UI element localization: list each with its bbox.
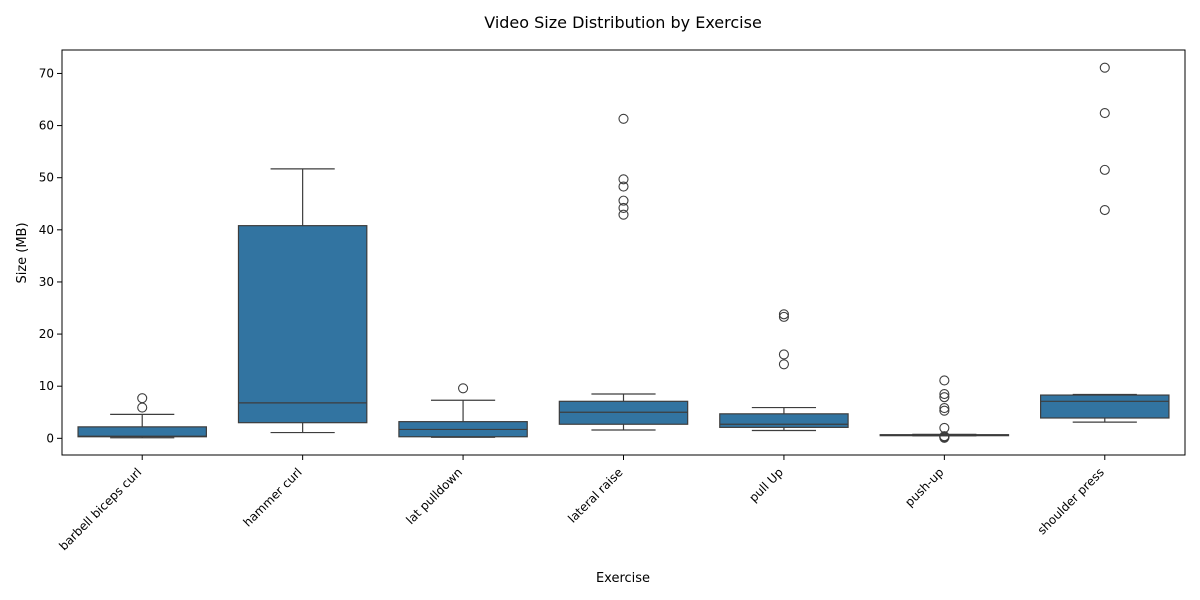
outlier-point [618, 113, 629, 124]
outlier-point [618, 181, 629, 192]
outlier-point [618, 195, 629, 206]
y-tick-label: 40 [39, 223, 54, 237]
outlier-point [939, 403, 950, 414]
outlier-point [137, 402, 148, 413]
x-tick-label: hammer curl [240, 465, 304, 529]
outlier-point [1099, 164, 1110, 175]
outlier-point [458, 383, 469, 394]
outlier-point [137, 393, 148, 404]
outlier-point [778, 309, 789, 320]
iqr-box [1040, 394, 1170, 419]
y-tick-label: 10 [39, 379, 54, 393]
y-axis-label: Size (MB) [15, 222, 30, 283]
outlier-point [618, 174, 629, 185]
outlier-point [939, 388, 950, 400]
outlier-point [1099, 204, 1110, 216]
y-tick-label: 0 [46, 431, 54, 445]
outlier-point [778, 311, 789, 322]
outlier-point [939, 422, 950, 433]
y-tick-label: 20 [39, 327, 54, 341]
outlier-point [1099, 108, 1110, 119]
outlier-point [1099, 62, 1110, 73]
x-tick-label: push-up [902, 465, 946, 509]
x-tick-label: shoulder press [1035, 465, 1107, 537]
x-axis-label: Exercise [596, 571, 650, 586]
x-tick-label: lat pulldown [403, 465, 465, 527]
outlier-point [939, 375, 950, 386]
y-tick-label: 50 [39, 171, 54, 185]
iqr-box [77, 426, 207, 438]
outlier-point [618, 209, 629, 220]
y-tick-label: 30 [39, 275, 54, 289]
x-tick-label: pull Up [746, 465, 786, 505]
outlier-point [778, 359, 789, 370]
chart-title: Video Size Distribution by Exercise [484, 13, 762, 32]
outlier-point [939, 405, 950, 416]
y-tick-label: 60 [39, 119, 54, 133]
plot-area-frame [61, 49, 1186, 456]
y-tick-label: 70 [39, 66, 54, 80]
outlier-point [939, 392, 950, 403]
iqr-box [719, 413, 849, 428]
outlier-point [618, 202, 629, 213]
x-tick-label: lateral raise [565, 465, 625, 525]
iqr-box [237, 225, 368, 424]
x-tick-label: barbell biceps curl [56, 465, 144, 553]
outlier-point [939, 431, 950, 442]
outlier-point [778, 349, 789, 360]
